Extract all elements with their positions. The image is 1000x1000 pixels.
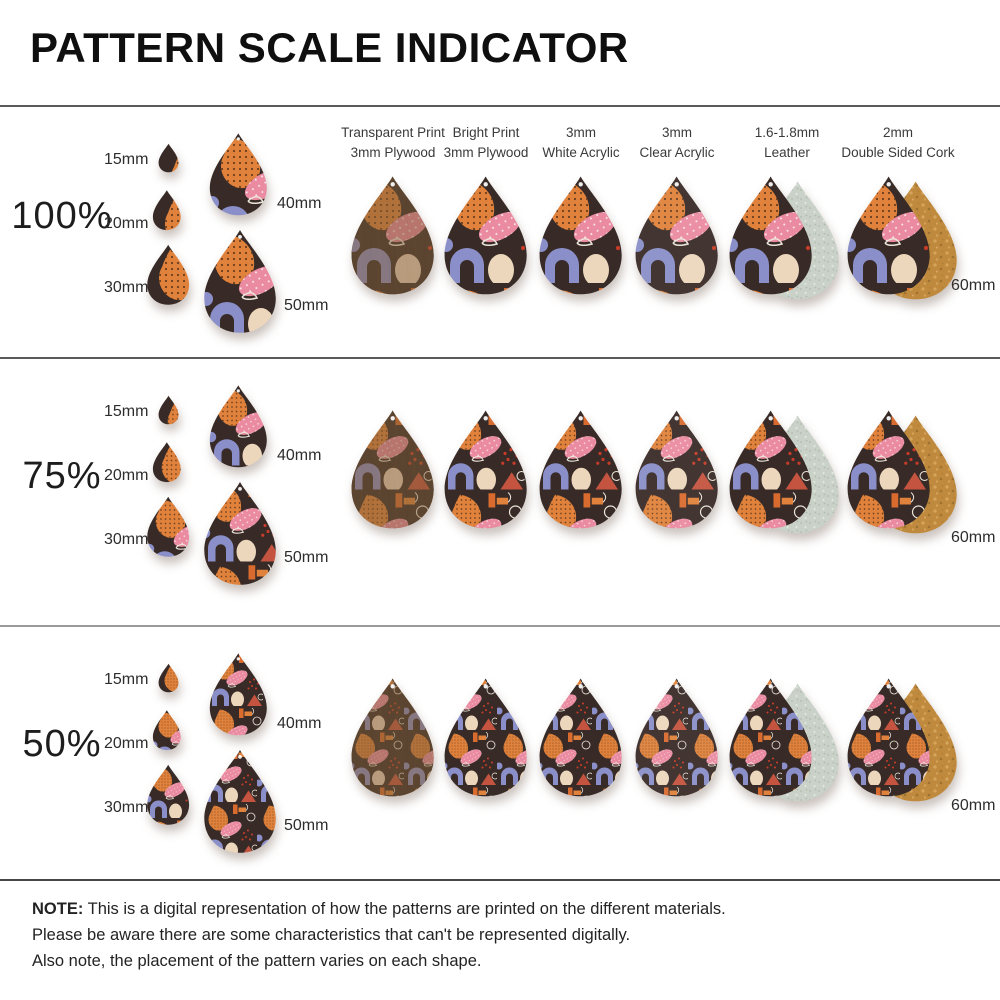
teardrop-pair-leather (729, 410, 839, 534)
column-header-bright-plywood: Bright Print 3mm Plywood (406, 123, 566, 162)
scale-percent-label: 75% (22, 455, 102, 497)
note-text: This is a digital representation of how … (87, 900, 726, 918)
column-header-line: 3mm Plywood (443, 144, 529, 160)
teardrop-white-acrylic (539, 176, 622, 295)
size-label-60mm: 60mm (951, 277, 996, 294)
teardrop-transparent-plywood (351, 176, 434, 295)
scale-percent-label: 100% (11, 195, 113, 237)
teardrop-pair-leather (729, 678, 839, 802)
teardrop-15mm (158, 663, 179, 693)
size-label-30mm: 30mm (104, 279, 149, 296)
separator-line (0, 879, 1000, 881)
separator-line (0, 357, 1000, 359)
column-header-line: Transparent Print (341, 125, 445, 140)
size-label-50mm: 50mm (284, 817, 329, 834)
size-label-50mm: 50mm (284, 549, 329, 566)
teardrop-15mm (158, 395, 179, 425)
column-header-transparent-plywood: Transparent Print 3mm Plywood (313, 123, 473, 162)
teardrop-50mm (204, 482, 276, 585)
teardrop-white-acrylic (539, 678, 622, 797)
size-label-40mm: 40mm (277, 715, 322, 732)
scale-row-50: 50% 15mm 20mm 30mm 40mm 50mm 60mm (0, 627, 1000, 879)
column-header-cork: 2mm Double Sided Cork (818, 123, 978, 162)
column-header-line: White Acrylic (542, 144, 620, 160)
teardrop-50mm (204, 230, 276, 333)
scale-row-75: 75% 15mm 20mm 30mm 40mm 50mm 60mm (0, 359, 1000, 625)
teardrop-transparent-plywood (351, 410, 434, 529)
teardrop-transparent-plywood (351, 678, 434, 797)
teardrop-bright-plywood (444, 410, 527, 529)
size-label-20mm: 20mm (104, 735, 149, 752)
column-header-line: 3mm (566, 125, 596, 140)
teardrop-bright-plywood (444, 176, 527, 295)
size-label-20mm: 20mm (104, 215, 149, 232)
column-header-leather: 1.6-1.8mm Leather (707, 123, 867, 162)
teardrop-30mm (147, 764, 190, 825)
page-title: PATTERN SCALE INDICATOR (30, 24, 629, 71)
size-label-40mm: 40mm (277, 195, 322, 212)
column-header-line: Clear Acrylic (639, 144, 715, 160)
teardrop-20mm (152, 442, 181, 483)
column-header-line: Double Sided Cork (841, 144, 955, 160)
teardrop-20mm (152, 710, 181, 751)
teardrop-white-acrylic (539, 410, 622, 529)
size-label-15mm: 15mm (104, 403, 149, 420)
column-header-line: 2mm (883, 125, 913, 140)
teardrop-30mm (147, 244, 190, 305)
teardrop-40mm (209, 133, 267, 216)
column-header-clear-acrylic: 3mm Clear Acrylic (597, 123, 757, 162)
separator-line (0, 625, 1000, 627)
teardrop-clear-acrylic (635, 410, 718, 529)
teardrop-bright-plywood (444, 678, 527, 797)
size-label-15mm: 15mm (104, 671, 149, 688)
size-label-50mm: 50mm (284, 297, 329, 314)
teardrop-50mm (204, 750, 276, 853)
teardrop-pair-cork (847, 678, 957, 802)
size-label-40mm: 40mm (277, 447, 322, 464)
teardrop-clear-acrylic (635, 176, 718, 295)
size-label-60mm: 60mm (951, 529, 996, 546)
teardrop-pair-cork (847, 410, 957, 534)
teardrop-20mm (152, 190, 181, 231)
column-header-line: 3mm (662, 125, 692, 140)
note-line: Please be aware there are some character… (32, 926, 631, 944)
size-label-15mm: 15mm (104, 151, 149, 168)
note-label: NOTE: (32, 900, 84, 918)
teardrop-clear-acrylic (635, 678, 718, 797)
size-label-20mm: 20mm (104, 467, 149, 484)
column-header-line: 1.6-1.8mm (754, 125, 820, 140)
scale-percent-label: 50% (22, 723, 102, 765)
scale-row-100: 100% Transparent Print 3mm Plywood Brigh… (0, 107, 1000, 357)
separator-line (0, 105, 1000, 107)
teardrop-30mm (147, 496, 190, 557)
teardrop-40mm (209, 385, 267, 468)
note-line: Also note, the placement of the pattern … (32, 952, 482, 970)
column-header-line: Leather (764, 144, 810, 160)
column-header-line: Bright Print (452, 125, 520, 140)
note-block: NOTE: This is a digital representation o… (32, 896, 952, 974)
size-label-30mm: 30mm (104, 799, 149, 816)
teardrop-pair-leather (729, 176, 839, 300)
teardrop-pair-cork (847, 176, 957, 300)
size-label-30mm: 30mm (104, 531, 149, 548)
column-header-line: 3mm Plywood (350, 144, 436, 160)
teardrop-15mm (158, 143, 179, 173)
note-line: NOTE: This is a digital representation o… (32, 896, 952, 922)
column-header-white-acrylic: 3mm White Acrylic (501, 123, 661, 162)
teardrop-40mm (209, 653, 267, 736)
size-label-60mm: 60mm (951, 797, 996, 814)
